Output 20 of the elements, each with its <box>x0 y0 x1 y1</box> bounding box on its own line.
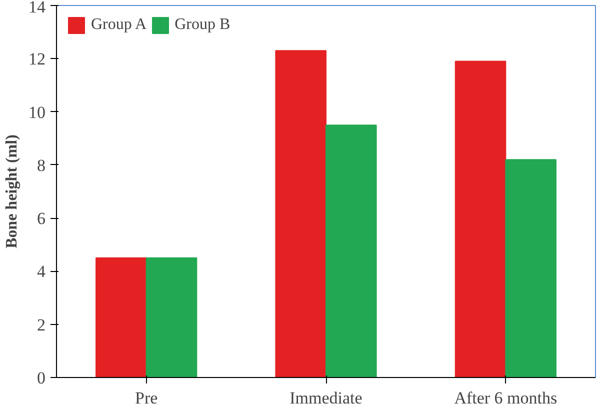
y-tick-label: 10 <box>28 102 46 122</box>
y-axis-title: Bone height (ml) <box>4 134 20 248</box>
y-tick-label: 12 <box>28 50 46 69</box>
y-tick-label: 14 <box>28 0 46 16</box>
y-tick-label: 6 <box>37 209 46 228</box>
bar <box>275 50 326 378</box>
y-tick-label: 0 <box>37 368 46 388</box>
y-tick-label: 8 <box>37 156 46 175</box>
legend-label: Group A <box>91 16 147 34</box>
bar <box>326 124 377 378</box>
bar <box>146 257 198 378</box>
bar <box>454 60 506 378</box>
bar <box>505 159 556 378</box>
bar <box>96 257 147 378</box>
x-tick-label: After 6 months <box>454 388 558 408</box>
y-tick-label: 2 <box>37 315 46 334</box>
y-tick-label: 4 <box>37 262 46 282</box>
x-tick-label: Pre <box>135 388 158 408</box>
legend-label: Group B <box>174 16 230 34</box>
x-tick-label: Immediate <box>290 388 362 408</box>
